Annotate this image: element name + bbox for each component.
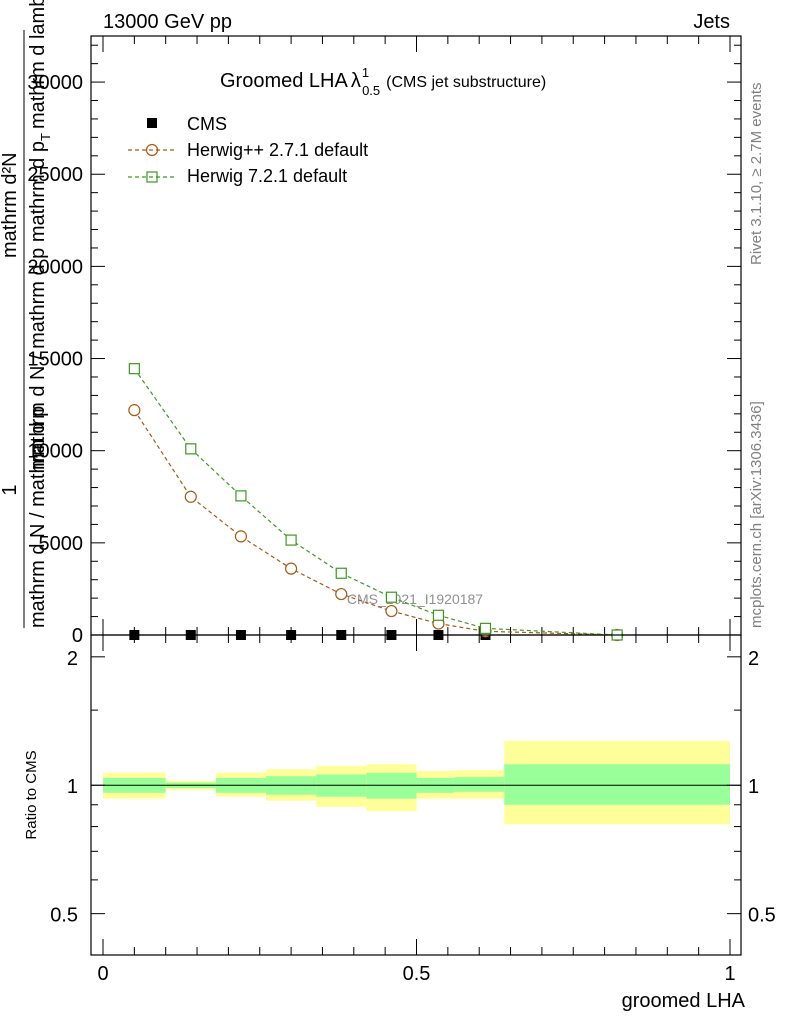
- legend-cms-marker: [147, 118, 157, 128]
- mcplots-label: mcplots.cern.ch [arXiv:1306.3436]: [748, 401, 765, 628]
- x-tick-label: 0.5: [403, 963, 431, 985]
- legend-herwigpp-marker: [145, 143, 159, 157]
- title-sup: 1: [362, 65, 369, 80]
- ratio-y-tick-label: 0.5: [50, 905, 78, 927]
- rivet-version-label: Rivet 3.1.10, ≥ 2.7M events: [748, 83, 765, 266]
- x-tick-label: 1: [724, 963, 735, 985]
- legend-herwig7-marker: [146, 171, 158, 183]
- main-y-tick-label: 20000: [27, 256, 83, 278]
- ratio-y-tick-labels: 0.5 0.5 1 1 2 2: [50, 648, 776, 927]
- legend: CMS Herwig++ 2.7.1 default Herwig 7.2.1 …: [128, 114, 368, 186]
- ratio-inner-band: [454, 777, 505, 792]
- ylabel-dn: mathrm d N / mathrm d p: [27, 406, 49, 628]
- ylabel-dp: mathrm d p: [27, 141, 49, 242]
- main-y-tick-label: 15000: [27, 349, 83, 371]
- title-note: (CMS jet substructure): [386, 74, 546, 91]
- herwig7-point: [385, 591, 398, 603]
- herwig7-point: [185, 443, 197, 455]
- herwigpp-point: [385, 604, 398, 618]
- ylabel-denom: mathrm d N / mathrm d p: [27, 248, 49, 470]
- ratio-y-tick-label: 2: [67, 648, 78, 670]
- herwig7-point: [285, 534, 297, 546]
- x-tick-label: 0: [97, 963, 108, 985]
- herwig7-point: [235, 490, 247, 502]
- process-label: Jets: [693, 11, 730, 33]
- legend-cms-label: CMS: [187, 114, 227, 134]
- ylabel-d2n: mathrm d²N: [0, 152, 21, 258]
- analysis-watermark: CMS_2021_I1920187: [347, 591, 483, 607]
- ratio-y-tick-label: 1: [67, 776, 78, 798]
- main-y-tick-label: 0: [72, 625, 83, 647]
- ratio-axis-ticks: [91, 635, 741, 955]
- ratio-y-axis-label: Ratio to CMS: [23, 750, 40, 839]
- ylabel-one: 1: [0, 484, 21, 495]
- main-y-axis-label: 1 mathrm d N / mathrm d p mathrm d²N mat…: [0, 0, 53, 628]
- main-axis-ticks: [91, 36, 741, 636]
- legend-herwig7-label: Herwig 7.2.1 default: [187, 166, 347, 186]
- main-y-tick-label: 25000: [27, 164, 83, 186]
- energy-label: 13000 GeV pp: [103, 11, 232, 33]
- x-axis-label: groomed LHA: [622, 990, 746, 1012]
- ylabel-tsub: T: [38, 133, 53, 141]
- ylabel-dp-dlambda: mathrm d N / mathrm d p mathrm d pTmathr…: [27, 0, 53, 470]
- ratio-y-tick-label-right: 0.5: [748, 905, 776, 927]
- x-tick-labels: 0 0.5 1: [97, 963, 735, 985]
- title-sub: 0.5: [362, 83, 380, 98]
- herwig7-point: [479, 622, 492, 634]
- title-main: Groomed LHA: [220, 70, 348, 92]
- herwigpp-point: [234, 530, 248, 543]
- main-y-tick-label: 10000: [27, 441, 83, 463]
- ratio-bands: [103, 740, 730, 825]
- herwigpp-point: [285, 562, 298, 575]
- herwigpp-point: [184, 490, 197, 503]
- legend-herwigpp-label: Herwig++ 2.7.1 default: [187, 140, 368, 160]
- main-y-tick-label: 30000: [27, 72, 83, 94]
- main-y-tick-labels: 0 5000 10000 15000 20000 25000 30000: [27, 72, 83, 647]
- herwigpp-point: [335, 587, 348, 601]
- ratio-y-tick-label-right: 1: [748, 776, 759, 798]
- ratio-inner-band: [504, 764, 730, 805]
- main-y-tick-label: 5000: [39, 533, 84, 555]
- series-line: [133, 368, 618, 636]
- plot-title: Groomed LHA λ1 0.5 (CMS jet substructure): [220, 65, 546, 98]
- herwig7-point: [335, 567, 347, 579]
- title-lambda: λ: [351, 70, 361, 92]
- herwig7-point: [432, 609, 445, 621]
- herwigpp-point: [128, 404, 141, 417]
- ratio-y-tick-label-right: 2: [748, 648, 759, 670]
- herwig7-point: [128, 363, 140, 375]
- ylabel-dlambda: mathrm d lambda: [27, 0, 49, 129]
